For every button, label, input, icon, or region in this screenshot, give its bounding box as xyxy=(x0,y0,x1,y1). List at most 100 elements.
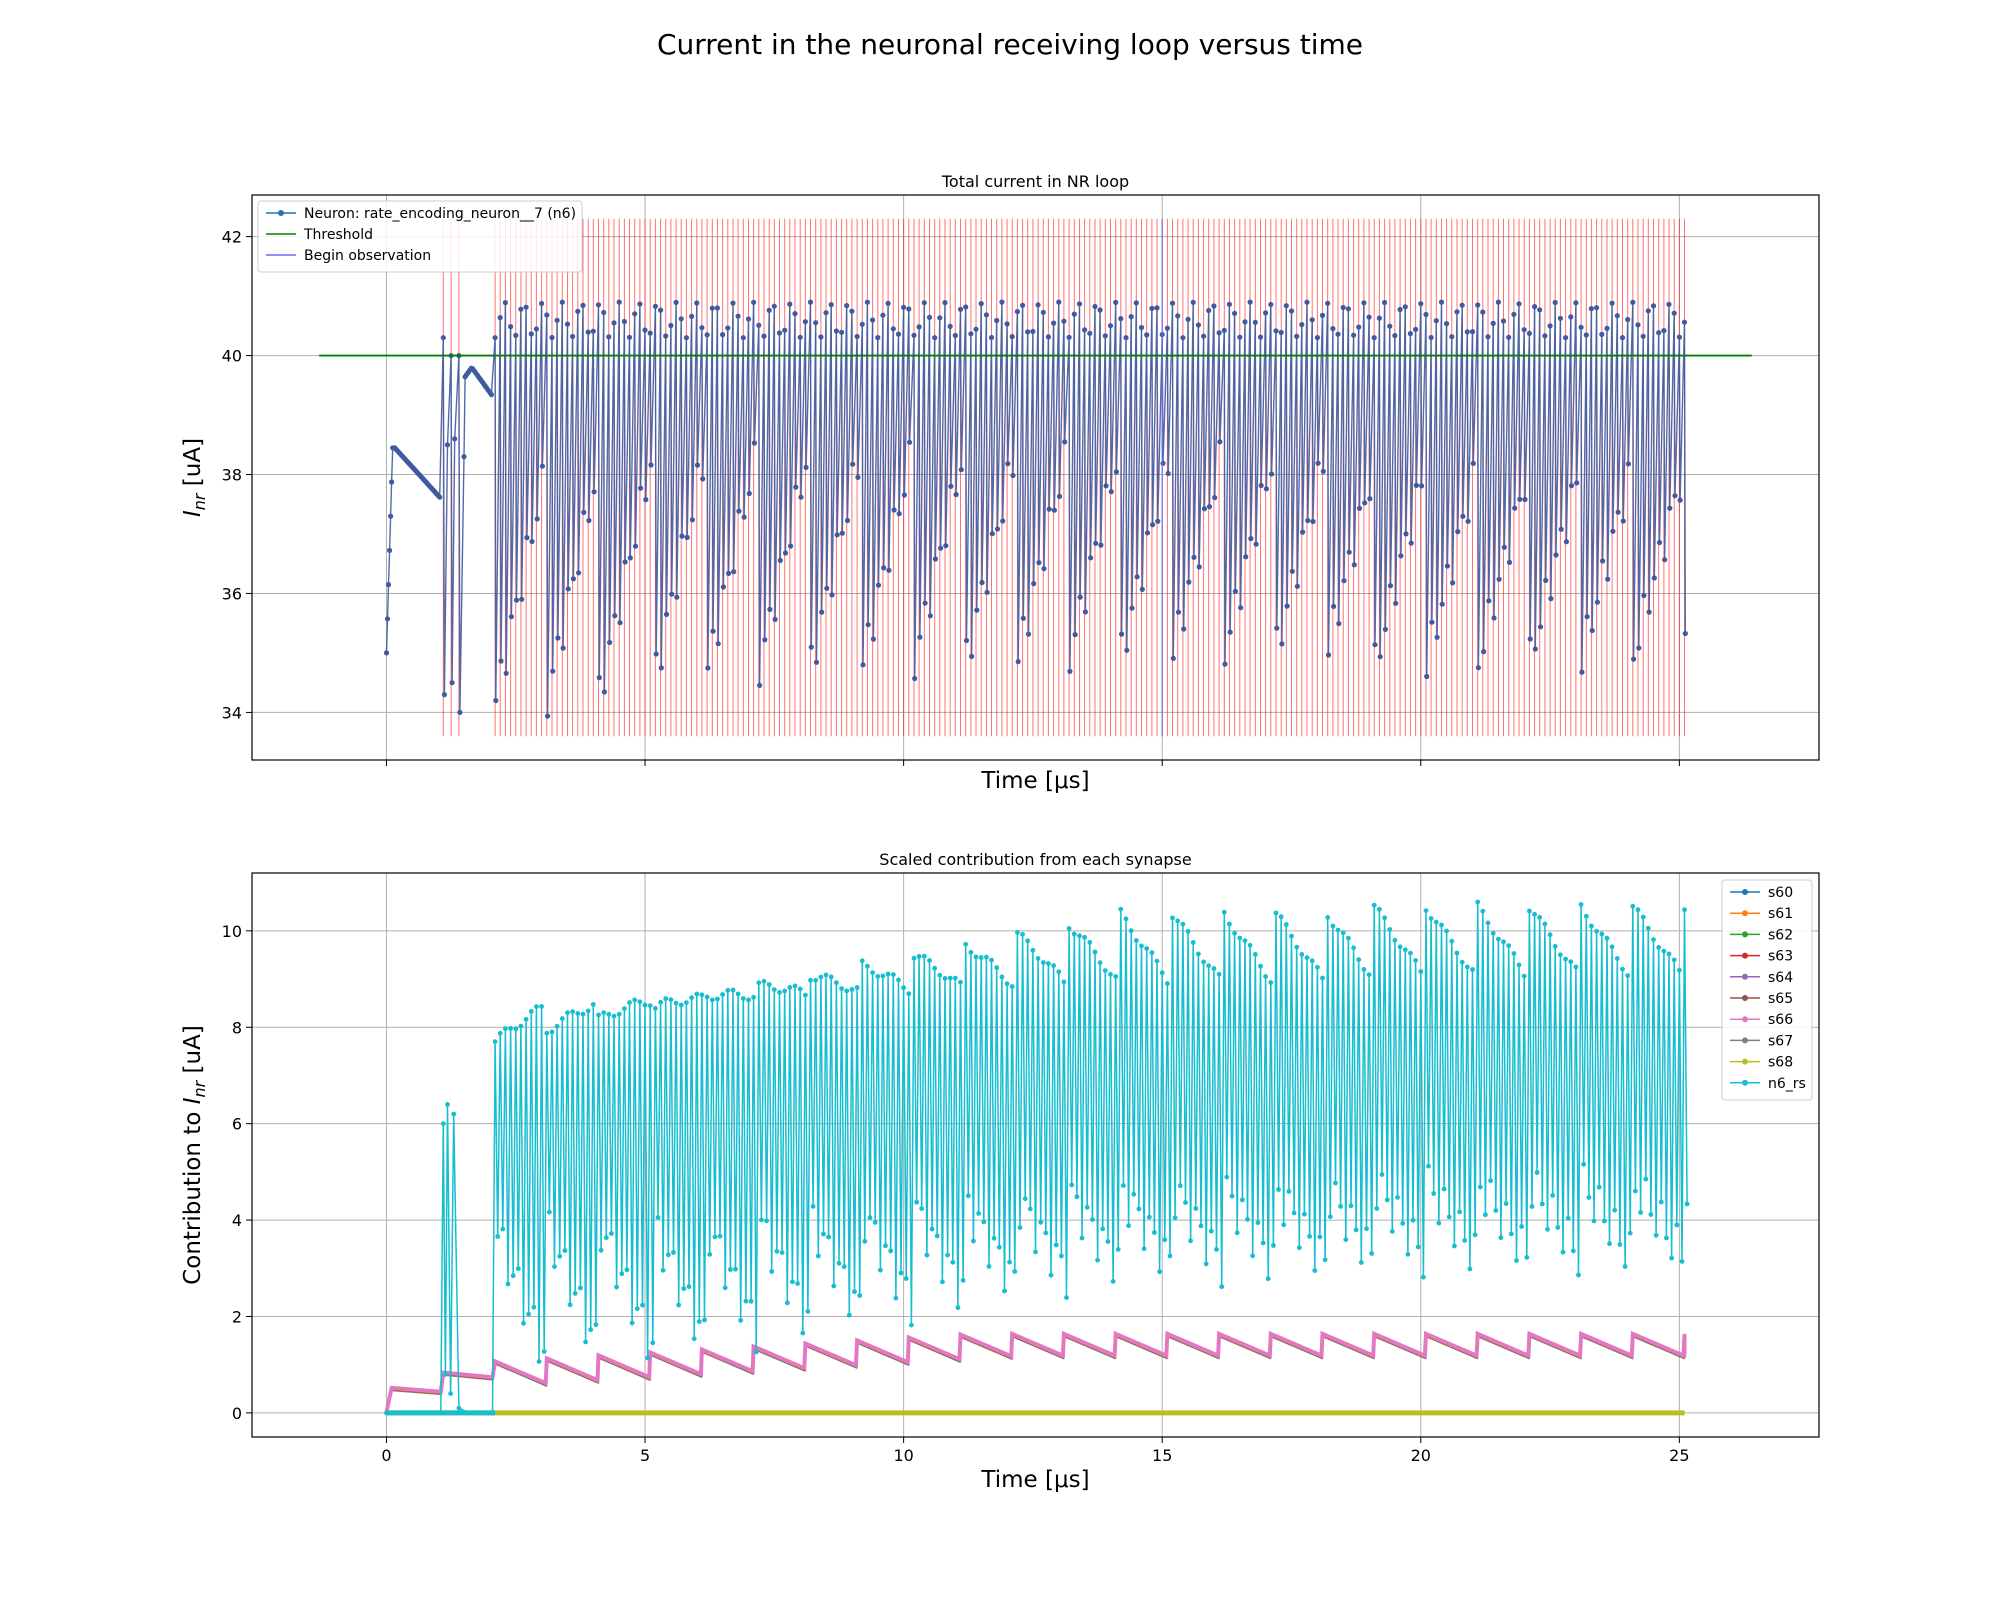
data-point xyxy=(1124,647,1130,653)
legend-marker xyxy=(278,210,284,216)
data-point xyxy=(1227,629,1233,635)
data-point xyxy=(557,1253,563,1259)
data-point xyxy=(1240,1197,1245,1203)
data-point xyxy=(1102,333,1108,339)
data-point xyxy=(508,1026,513,1031)
data-point xyxy=(1604,325,1610,331)
data-point xyxy=(1149,950,1155,956)
data-point xyxy=(1563,335,1569,341)
data-point xyxy=(1672,493,1678,499)
data-point xyxy=(518,1023,524,1029)
data-point xyxy=(1485,920,1491,926)
data-point xyxy=(1392,937,1398,943)
data-point xyxy=(1325,300,1331,306)
y-tick-label: 2 xyxy=(232,1307,242,1326)
data-point xyxy=(700,476,706,482)
data-point xyxy=(891,507,897,513)
data-point xyxy=(1684,1201,1690,1207)
data-point xyxy=(640,1302,645,1308)
data-point xyxy=(1172,1215,1178,1221)
data-point xyxy=(867,1215,873,1220)
data-point xyxy=(1340,304,1346,311)
data-point xyxy=(1366,972,1372,978)
data-point xyxy=(681,1286,687,1291)
data-point xyxy=(1014,309,1021,315)
data-point xyxy=(940,1279,945,1285)
data-point xyxy=(1543,577,1549,584)
data-point xyxy=(1527,908,1532,914)
data-point xyxy=(686,1284,692,1290)
data-point xyxy=(606,334,612,340)
data-point xyxy=(1113,974,1119,979)
data-point xyxy=(875,974,881,979)
data-point xyxy=(1643,1176,1649,1182)
axes-title: Total current in NR loop xyxy=(941,172,1129,191)
data-point xyxy=(1066,334,1072,340)
data-point xyxy=(541,1349,547,1354)
data-point xyxy=(1384,1197,1390,1203)
data-point xyxy=(808,644,814,650)
plot-area xyxy=(252,195,1819,760)
data-point xyxy=(1281,1222,1287,1228)
data-point xyxy=(539,300,545,307)
legend-label: s68 xyxy=(1768,1055,1793,1071)
data-point xyxy=(1584,614,1590,620)
data-point xyxy=(1160,460,1166,466)
data-point xyxy=(521,1320,526,1326)
data-point xyxy=(973,954,979,960)
data-point xyxy=(673,1000,679,1006)
data-point xyxy=(1327,1214,1333,1220)
data-point xyxy=(999,299,1005,305)
data-point xyxy=(1041,566,1047,572)
data-point xyxy=(839,530,845,536)
data-point xyxy=(1578,324,1584,330)
data-point xyxy=(1635,907,1641,913)
data-point xyxy=(1570,1248,1576,1254)
axes-frame xyxy=(251,194,1820,761)
data-point xyxy=(653,651,659,657)
data-point xyxy=(1449,938,1455,944)
data-point xyxy=(890,326,896,332)
data-point xyxy=(714,305,721,311)
data-point xyxy=(679,533,685,539)
data-point xyxy=(513,1026,519,1032)
data-point xyxy=(740,335,746,341)
data-point xyxy=(1460,513,1466,519)
data-point xyxy=(539,463,546,469)
data-point xyxy=(1377,906,1382,912)
data-point xyxy=(821,1231,826,1237)
data-point xyxy=(503,670,509,676)
data-point xyxy=(777,557,783,564)
data-point xyxy=(1614,956,1620,961)
data-point xyxy=(645,1355,650,1361)
data-point xyxy=(1395,1195,1400,1200)
data-point xyxy=(1588,306,1594,312)
data-point xyxy=(994,317,1000,324)
data-point xyxy=(668,322,674,329)
data-point xyxy=(1645,308,1651,314)
data-point xyxy=(1025,631,1032,637)
data-point xyxy=(875,335,881,341)
data-point xyxy=(823,310,829,316)
data-point xyxy=(917,634,923,640)
data-point xyxy=(502,300,508,306)
data-point xyxy=(1000,518,1006,524)
data-point xyxy=(1071,311,1077,317)
legend-marker xyxy=(1742,1079,1748,1086)
data-point xyxy=(1300,529,1306,535)
data-point xyxy=(735,313,741,319)
data-point xyxy=(777,990,782,995)
data-point xyxy=(849,308,855,314)
data-point xyxy=(751,440,758,446)
data-point xyxy=(710,628,716,634)
data-point xyxy=(498,658,504,664)
data-point xyxy=(938,545,944,551)
data-point xyxy=(720,332,726,338)
data-point xyxy=(669,591,675,597)
data-point xyxy=(948,483,954,489)
data-point xyxy=(1640,914,1646,920)
data-point xyxy=(534,1004,539,1009)
legend-label: Threshold xyxy=(303,227,373,243)
data-point xyxy=(911,332,917,338)
data-point xyxy=(1051,507,1057,513)
